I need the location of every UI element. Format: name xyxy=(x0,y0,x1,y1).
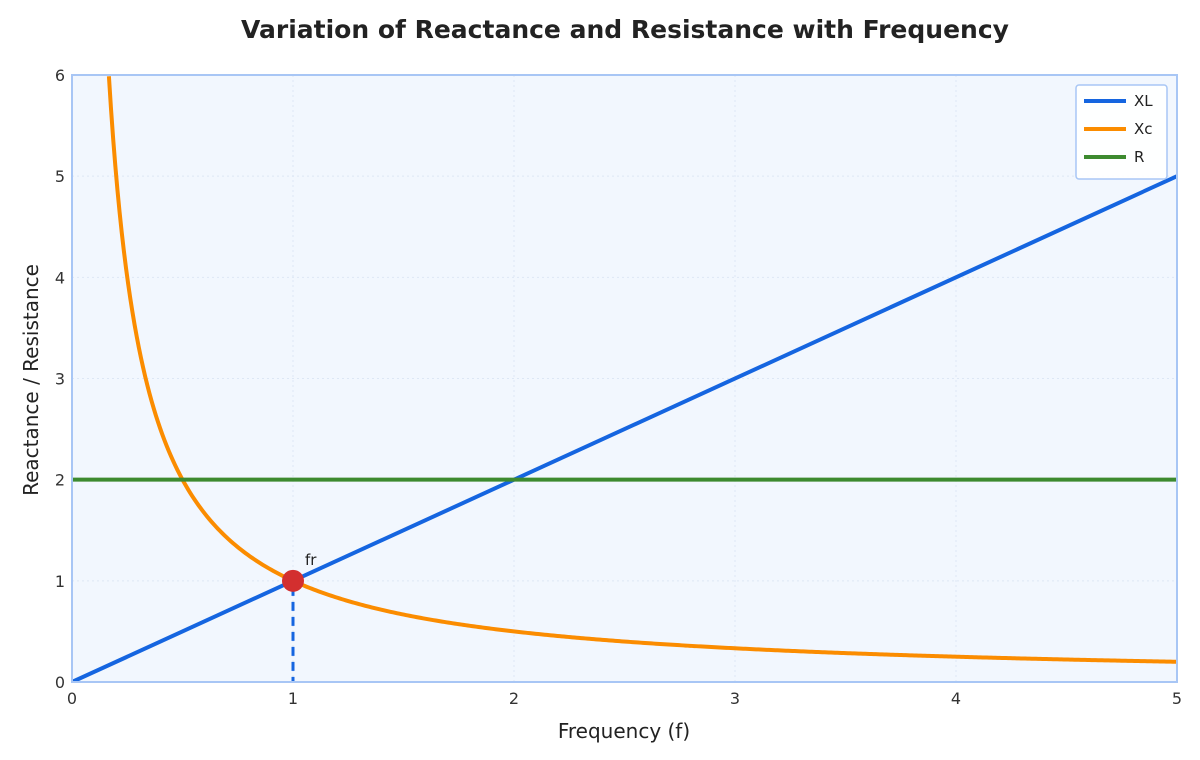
legend: XL Xc R xyxy=(1075,84,1168,180)
legend-label-xl: XL xyxy=(1134,92,1153,110)
y-tick-label: 0 xyxy=(55,673,65,692)
y-tick-label: 6 xyxy=(55,66,65,85)
y-tick-label: 5 xyxy=(55,167,65,186)
x-tick-label: 1 xyxy=(288,689,298,708)
y-axis-ticks: 0 1 2 3 4 5 6 xyxy=(55,66,65,692)
resonance-point-marker xyxy=(282,569,304,592)
y-axis-label: Reactance / Resistance xyxy=(19,264,43,496)
x-axis-ticks: 0 1 2 3 4 5 xyxy=(67,689,1182,708)
x-tick-label: 2 xyxy=(509,689,519,708)
x-tick-label: 0 xyxy=(67,689,77,708)
y-tick-label: 1 xyxy=(55,572,65,591)
x-tick-label: 4 xyxy=(951,689,961,708)
plot-border xyxy=(71,74,1178,683)
legend-label-r: R xyxy=(1134,148,1144,166)
series-line-xl xyxy=(72,174,1177,682)
x-axis-label: Frequency (f) xyxy=(558,719,690,743)
chart-title: Variation of Reactance and Resistance wi… xyxy=(241,15,1009,44)
resonance-label: fr xyxy=(305,551,317,569)
y-tick-label: 4 xyxy=(55,268,65,287)
y-tick-label: 3 xyxy=(55,370,65,389)
x-tick-label: 5 xyxy=(1172,689,1182,708)
annotation-group: fr xyxy=(282,551,317,682)
y-tick-label: 2 xyxy=(55,471,65,490)
x-tick-label: 3 xyxy=(730,689,740,708)
legend-label-xc: Xc xyxy=(1134,120,1153,138)
